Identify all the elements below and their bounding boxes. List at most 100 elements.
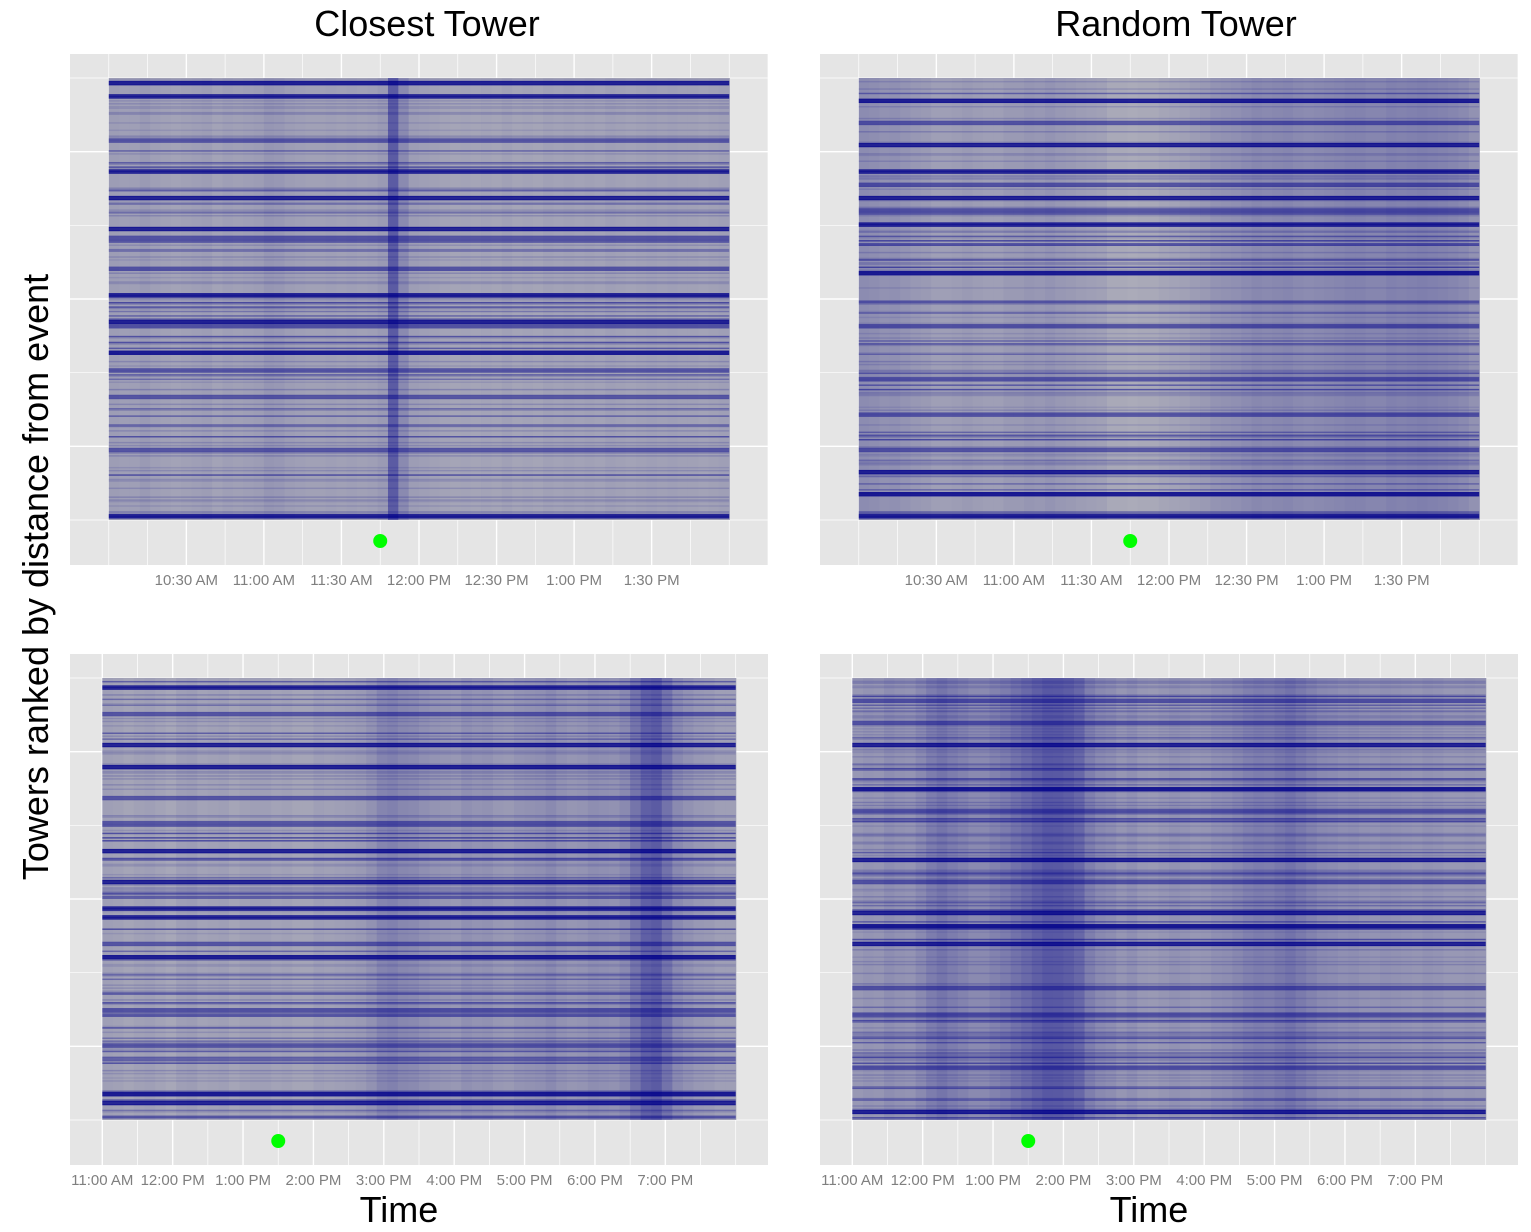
x-tick-label: 11:00 AM [233, 572, 295, 589]
heatmap-row [858, 182, 1480, 185]
heatmap-row [102, 1015, 736, 1017]
heatmap-column [1179, 78, 1191, 520]
heatmap-row [858, 215, 1480, 217]
heatmap-row [102, 816, 736, 818]
heatmap-column [1211, 678, 1223, 1120]
heatmap-row [858, 185, 1480, 188]
heatmap-row [102, 1099, 736, 1101]
heatmap-column [615, 78, 627, 520]
heatmap-column [482, 678, 494, 1120]
x-tick-label: 3:00 PM [1106, 1172, 1162, 1189]
heatmap-row [108, 122, 730, 124]
heatmap-row [102, 1111, 736, 1113]
heatmap-row [108, 163, 730, 165]
heatmap-column [574, 78, 586, 520]
heatmap-row [102, 797, 736, 799]
heatmap-row [858, 213, 1480, 216]
heatmap-row [108, 368, 730, 370]
heatmap-column [1464, 678, 1476, 1120]
heatmap-row [108, 129, 730, 132]
x-tick-label: 2:00 PM [285, 1172, 341, 1189]
heatmap-row [858, 324, 1480, 326]
heatmap-row [102, 1013, 736, 1016]
x-tick-label: 11:00 AM [983, 572, 1045, 589]
heatmap-row [108, 100, 730, 102]
heatmap-row [858, 377, 1480, 379]
heatmap-row [102, 788, 736, 790]
heatmap-row [102, 848, 736, 851]
heatmap-row [852, 943, 1486, 945]
heatmap-column [460, 78, 472, 520]
heatmap-row [852, 1016, 1486, 1019]
heatmap-row [858, 461, 1480, 463]
heatmap-row [852, 1006, 1486, 1009]
heatmap-row [858, 154, 1480, 157]
heatmap-row [852, 710, 1486, 712]
heatmap-row [858, 464, 1480, 466]
heatmap-row [858, 100, 1480, 102]
heatmap-row [852, 707, 1486, 709]
heatmap-column [1065, 78, 1077, 520]
heatmap-row [102, 751, 736, 754]
heatmap-column [1437, 78, 1449, 520]
heatmap-row [852, 1036, 1486, 1038]
heatmap-row [108, 388, 730, 391]
heatmap-row [858, 393, 1480, 395]
heatmap-column [165, 678, 177, 1120]
x-tick-label: 12:00 PM [891, 1172, 955, 1189]
heatmap-row [858, 262, 1480, 264]
heatmap-column [376, 678, 388, 1120]
heatmap-column [682, 678, 695, 1120]
heatmap-row [852, 956, 1486, 958]
heatmap-row [852, 781, 1486, 783]
heatmap-column [197, 678, 209, 1120]
heatmap-column [1086, 78, 1098, 520]
heatmap-row [852, 685, 1486, 687]
heatmap-row [102, 725, 736, 727]
heatmap-column [1044, 78, 1056, 520]
heatmap-column [366, 678, 378, 1120]
heatmap-column [1179, 678, 1191, 1120]
heatmap-row [102, 823, 736, 826]
heatmap-row [852, 679, 1486, 681]
heatmap-row [102, 959, 736, 961]
heatmap-column [1084, 678, 1096, 1120]
heatmap [108, 78, 730, 520]
heatmap-column [920, 78, 932, 520]
heatmap-column [271, 678, 283, 1120]
heatmap-column [725, 678, 737, 1120]
heatmap-row [102, 897, 736, 899]
heatmap-row [102, 1012, 736, 1014]
x-tick-label: 1:30 PM [624, 572, 680, 589]
heatmap-column [294, 78, 306, 520]
heatmap-row [108, 187, 730, 189]
heatmap-column [461, 678, 473, 1120]
x-tick-label: 11:00 AM [71, 1172, 133, 1189]
heatmap-row [108, 209, 730, 211]
heatmap-row [858, 391, 1480, 394]
heatmap-row [108, 238, 730, 241]
heatmap-row [852, 1056, 1486, 1059]
y-axis-title: Towers ranked by distance from event [15, 274, 56, 880]
heatmap-column [1190, 678, 1202, 1120]
heatmap-row [108, 478, 730, 481]
heatmap-column [1369, 678, 1381, 1120]
heatmap-column [1427, 78, 1439, 520]
heatmap-row [852, 825, 1486, 827]
heatmap-row [858, 438, 1480, 441]
heatmap-column [982, 78, 994, 520]
heatmap-row [102, 993, 736, 995]
heatmap-row [102, 857, 736, 860]
heatmap-column [440, 678, 452, 1120]
heatmap-row [858, 492, 1480, 494]
heatmap-column [419, 78, 430, 520]
heatmap-row [852, 949, 1486, 951]
heatmap-row [852, 813, 1486, 816]
heatmap-column [957, 678, 970, 1120]
heatmap-row [102, 753, 736, 755]
heatmap-row [102, 772, 736, 774]
heatmap-row [852, 925, 1486, 927]
heatmap-row [102, 763, 736, 765]
heatmap-column [315, 78, 327, 520]
heatmap-row [102, 680, 736, 683]
